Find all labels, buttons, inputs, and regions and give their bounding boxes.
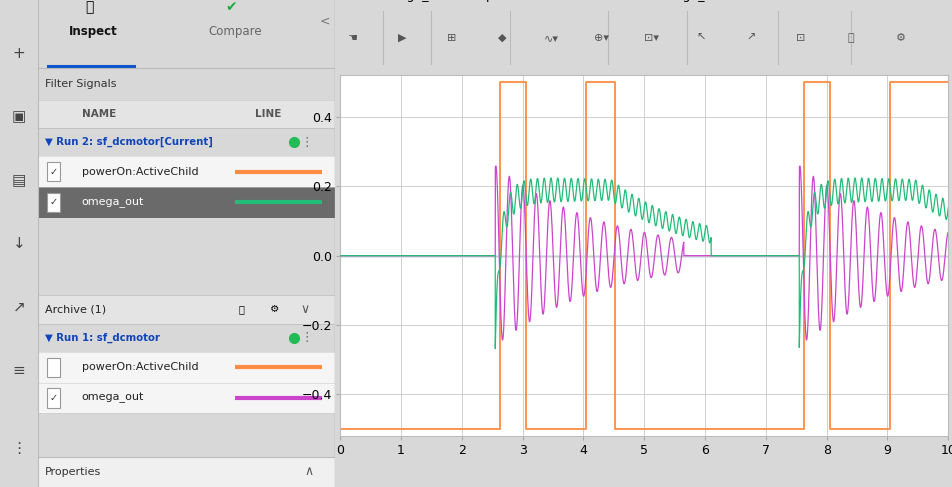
Bar: [38, 457, 335, 487]
Text: ⊞: ⊞: [446, 33, 456, 43]
Text: ▤: ▤: [11, 173, 27, 187]
Text: ∿▾: ∿▾: [544, 33, 559, 43]
Text: ⚙: ⚙: [895, 33, 904, 43]
Text: omega_out: omega_out: [82, 197, 144, 207]
Bar: [38, 187, 335, 218]
Text: ✓: ✓: [50, 393, 57, 403]
Text: omega_out: omega_out: [82, 393, 144, 403]
Text: ☚: ☚: [347, 33, 357, 43]
Legend: omega_out, powerOn:ActiveChild, omega_out: omega_out, powerOn:ActiveChild, omega_ou…: [347, 0, 729, 7]
Text: Inspect: Inspect: [69, 25, 117, 38]
Bar: [0, 0, 38, 487]
Text: ⋮: ⋮: [301, 332, 313, 344]
Text: 🔍: 🔍: [86, 0, 93, 14]
Text: ▼ Run 2: sf_dcmotor[Current]: ▼ Run 2: sf_dcmotor[Current]: [45, 137, 212, 148]
Text: ⊕▾: ⊕▾: [593, 33, 608, 43]
Text: ◆: ◆: [497, 33, 506, 43]
Bar: [38, 352, 335, 383]
Text: ⊡▾: ⊡▾: [644, 33, 659, 43]
Text: Archive (1): Archive (1): [45, 304, 106, 314]
Text: +: +: [12, 46, 26, 61]
Text: powerOn:ActiveChild: powerOn:ActiveChild: [82, 362, 198, 373]
Text: ✓: ✓: [50, 197, 57, 207]
Text: NAME: NAME: [82, 109, 116, 119]
Text: ⋮: ⋮: [11, 441, 27, 455]
Bar: [47, 357, 60, 377]
Bar: [47, 389, 60, 408]
Bar: [38, 295, 335, 324]
Text: Compare: Compare: [208, 25, 262, 38]
Text: ∧: ∧: [304, 466, 313, 478]
Text: ↗: ↗: [12, 300, 26, 314]
Text: ▼ Run 1: sf_dcmotor: ▼ Run 1: sf_dcmotor: [45, 333, 160, 343]
Text: ↗: ↗: [745, 33, 755, 43]
Bar: [38, 383, 335, 413]
Text: ↓: ↓: [12, 236, 26, 251]
Bar: [47, 193, 60, 212]
Text: ∨: ∨: [301, 303, 309, 316]
Text: <: <: [320, 15, 330, 28]
Text: Filter Signals: Filter Signals: [45, 79, 116, 89]
Text: ⚙: ⚙: [270, 304, 279, 314]
Text: ⊡: ⊡: [796, 33, 805, 43]
Text: ▶: ▶: [398, 33, 407, 43]
Text: ✓: ✓: [50, 167, 57, 177]
Bar: [38, 156, 335, 187]
Text: ✔: ✔: [226, 0, 237, 14]
Bar: [38, 100, 335, 128]
Text: Properties: Properties: [45, 467, 101, 477]
Text: ⋮: ⋮: [301, 136, 313, 149]
Text: LINE: LINE: [255, 109, 281, 119]
Text: ▣: ▣: [11, 110, 27, 124]
Text: 📷: 📷: [846, 33, 853, 43]
Bar: [47, 162, 60, 182]
Text: ≡: ≡: [12, 363, 26, 377]
Text: 🗑: 🗑: [238, 304, 245, 314]
Text: ↖: ↖: [696, 33, 705, 43]
Text: powerOn:ActiveChild: powerOn:ActiveChild: [82, 167, 198, 177]
